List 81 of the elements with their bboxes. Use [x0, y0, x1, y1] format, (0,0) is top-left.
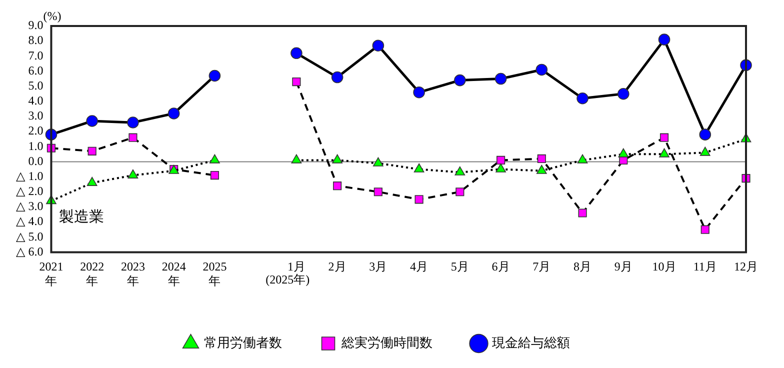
point	[292, 78, 301, 86]
point	[577, 154, 588, 164]
y-tick-label: △ 6.0	[16, 244, 44, 258]
point	[333, 182, 342, 190]
point	[496, 163, 506, 172]
point	[127, 116, 139, 128]
point	[414, 195, 424, 204]
point	[617, 88, 630, 100]
x-tick-label: 2024年	[162, 260, 186, 288]
point	[576, 92, 588, 104]
x-tick-label: 2023年	[120, 260, 145, 288]
x-tick-label: 3月	[369, 260, 388, 274]
x-tick-label: 1月	[287, 260, 306, 274]
point	[494, 72, 507, 85]
y-tick-label: 1.0	[28, 138, 44, 153]
legend-label: 常用労働者数	[204, 334, 282, 350]
x-tick-label: 10月	[652, 260, 676, 274]
point	[456, 188, 464, 196]
point	[168, 108, 180, 120]
y-tick-label: △ 3.0	[16, 199, 44, 214]
point	[536, 64, 548, 76]
point	[331, 71, 344, 84]
x-tick-label: 2025年	[202, 260, 227, 288]
point	[496, 156, 506, 164]
point	[128, 133, 138, 142]
point	[700, 146, 710, 156]
y-axis-title: (%)	[43, 9, 62, 24]
y-tick-label: 9.0	[28, 18, 44, 32]
point	[536, 164, 547, 174]
x-tick-label: 7月	[532, 260, 551, 274]
point	[414, 163, 424, 172]
point	[700, 225, 710, 234]
point	[454, 74, 466, 86]
point	[290, 47, 302, 60]
x-tick-label: 5月	[450, 260, 469, 274]
x-tick-label: 2月	[328, 260, 346, 274]
point	[537, 154, 546, 163]
point	[86, 115, 98, 127]
point	[372, 40, 384, 52]
x-tick-label: 6月	[492, 260, 510, 274]
y-tick-label: △ 4.0	[16, 214, 44, 228]
point	[454, 166, 466, 176]
text: (2025年)	[266, 272, 310, 286]
y-tick-label: 7.0	[28, 48, 44, 62]
x-tick-label: 2021年	[39, 260, 64, 288]
point	[210, 154, 220, 164]
point	[208, 70, 221, 82]
point	[659, 148, 670, 158]
point	[578, 208, 587, 218]
y-tick-label: 5.0	[28, 78, 44, 92]
point	[373, 157, 384, 166]
point	[291, 154, 302, 164]
legend-label: 現金給与総額	[492, 334, 570, 350]
legend-label: 総実労働時間数	[340, 334, 432, 350]
point	[413, 86, 425, 98]
y-tick-label: 4.0	[28, 94, 44, 108]
point	[699, 128, 712, 140]
y-tick-label: 0.0	[28, 154, 44, 168]
x-tick-label: 11月	[693, 260, 717, 274]
annotation: 製造業	[59, 208, 104, 226]
y-tick-label: △ 2.0	[16, 184, 44, 198]
point	[128, 169, 138, 178]
y-tick-label: △ 1.0	[16, 168, 44, 183]
x-tick-label: 12月	[734, 260, 758, 274]
y-tick-label: 6.0	[28, 63, 44, 78]
point	[210, 171, 219, 180]
point	[86, 176, 98, 186]
y-tick-label: 2.0	[28, 124, 44, 138]
point	[658, 34, 670, 46]
x-tick-label: 2022年	[80, 260, 104, 288]
point	[88, 146, 96, 156]
y-tick-label: 8.0	[28, 33, 44, 48]
point	[374, 188, 382, 196]
x-tick-label: 4月	[410, 260, 428, 274]
x-tick-label: 8月	[574, 260, 592, 274]
point	[660, 133, 669, 142]
y-tick-label: △ 5.0	[16, 229, 44, 244]
point	[332, 154, 342, 164]
y-tick-label: 3.0	[28, 108, 44, 123]
point	[618, 148, 629, 158]
x-tick-label: 9月	[614, 260, 632, 274]
